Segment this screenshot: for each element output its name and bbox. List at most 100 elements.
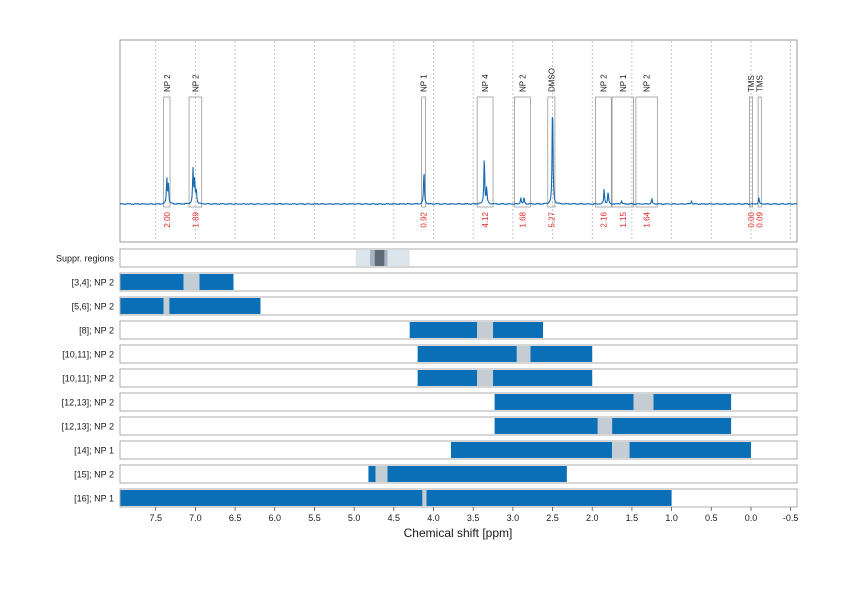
row-label: [10,11]; NP 2 — [62, 374, 114, 384]
x-tick-label: 3.5 — [467, 513, 480, 523]
x-tick-label: 2.5 — [546, 513, 559, 523]
row-label: [5,6]; NP 2 — [72, 302, 114, 312]
region-box — [749, 96, 753, 208]
region-box — [514, 96, 531, 208]
row-label: [16]; NP 1 — [74, 494, 114, 504]
row-bar — [417, 346, 517, 362]
integral-value: 0.92 — [420, 211, 429, 227]
x-tick-label: 4.5 — [388, 513, 401, 523]
row-bar — [493, 370, 593, 386]
integral-value: 2.16 — [599, 211, 608, 227]
integral-value: 2.00 — [163, 211, 172, 227]
x-tick-label: 0.5 — [705, 513, 718, 523]
row-frame — [119, 296, 798, 316]
row-label: [3,4]; NP 2 — [72, 278, 114, 288]
region-label: NP 1 — [619, 74, 628, 92]
x-tick-label: 0.0 — [745, 513, 758, 523]
row-label: [14]; NP 1 — [74, 446, 114, 456]
row-gap — [477, 322, 494, 338]
row-bar — [199, 274, 234, 290]
region-box — [476, 96, 494, 208]
row-label: [12,13]; NP 2 — [62, 398, 114, 408]
row-bar — [653, 394, 732, 410]
row-gap — [477, 370, 494, 386]
row-bar — [494, 394, 634, 410]
integral-value: 1.64 — [643, 211, 652, 227]
row-gap — [422, 490, 427, 506]
x-tick-label: 7.0 — [189, 513, 202, 523]
row-bar — [417, 370, 478, 386]
x-tick-label: 3.0 — [507, 513, 520, 523]
suppr-label: Suppr. regions — [56, 254, 115, 264]
region-label: DMSO — [547, 68, 556, 92]
spectrum — [119, 116, 798, 206]
row-label: [10,11]; NP 2 — [62, 350, 114, 360]
x-tick-label: 1.5 — [626, 513, 639, 523]
region-label: NP 2 — [518, 74, 527, 92]
region-label: NP 4 — [481, 74, 490, 92]
integral-value: 1.89 — [191, 211, 200, 227]
x-tick-label: 5.0 — [348, 513, 361, 523]
x-tick-label: 6.0 — [269, 513, 282, 523]
spectrum-line — [119, 116, 798, 206]
x-tick-label: 4.0 — [427, 513, 440, 523]
row-frame — [119, 272, 798, 292]
region-box — [757, 96, 762, 208]
row-bar — [120, 274, 184, 290]
suppr-row-frame — [119, 248, 798, 268]
row-gap — [633, 394, 654, 410]
region-label: NP 2 — [643, 74, 652, 92]
row-gap — [597, 418, 613, 434]
row-bar — [450, 442, 613, 458]
spectrum-panel — [119, 39, 798, 243]
region-box — [547, 96, 556, 208]
assignment-rows: [3,4]; NP 2 [5,6]; NP 2 [8]; NP 2 [10,11]; … — [62, 272, 798, 508]
integration-regions: NP 2 2.00 NP 2 1.89 NP 1 0.92 NP 4 4.12 NP 2 1.68… — [163, 68, 765, 228]
row-bar — [409, 322, 478, 338]
x-tick-label: 2.0 — [586, 513, 599, 523]
integral-value: 4.12 — [481, 211, 490, 227]
row-gap — [183, 274, 200, 290]
row-bar — [387, 466, 567, 482]
region-label: TMS — [756, 75, 765, 92]
region-box — [595, 96, 612, 208]
row-bar — [494, 418, 598, 434]
region-label: NP 1 — [420, 74, 429, 92]
region-label: NP 2 — [599, 74, 608, 92]
row-bar — [426, 490, 672, 506]
region-box — [163, 96, 171, 208]
region-label: TMS — [747, 75, 756, 92]
region-box — [188, 96, 203, 208]
integral-value: 0.00 — [747, 211, 756, 227]
row-bar — [530, 346, 593, 362]
integral-value: 0.09 — [756, 211, 765, 227]
x-axis-label: Chemical shift [ppm] — [404, 526, 513, 540]
row-label: [15]; NP 2 — [74, 470, 114, 480]
region-label: NP 2 — [163, 74, 172, 92]
row-bar — [169, 298, 261, 314]
row-bar — [493, 322, 544, 338]
x-tick-label: 1.0 — [665, 513, 678, 523]
row-bar — [368, 466, 376, 482]
row-bar — [120, 490, 423, 506]
x-tick-label: 7.5 — [149, 513, 162, 523]
row-label: [8]; NP 2 — [79, 326, 114, 336]
integral-value: 5.27 — [547, 211, 556, 227]
row-gap — [516, 346, 531, 362]
x-axis: 7.5 7.0 6.5 6.0 5.5 5.0 4.5 4.0 3.5 3.0 2.5 2.0 1.5 1… — [149, 507, 798, 523]
row-bar — [612, 418, 732, 434]
suppr-band — [374, 250, 385, 266]
row-gap — [163, 298, 170, 314]
x-tick-label: 6.5 — [229, 513, 242, 523]
suppressed-regions-row: Suppr. regions — [56, 248, 798, 268]
row-bar — [629, 442, 751, 458]
row-label: [12,13]; NP 2 — [62, 422, 114, 432]
region-box — [421, 96, 426, 208]
x-tick-label: -0.5 — [783, 513, 799, 523]
gridlines — [155, 41, 792, 241]
row-gap — [375, 466, 388, 482]
region-box — [635, 96, 658, 208]
region-label: NP 2 — [191, 74, 200, 92]
row-bar — [120, 298, 164, 314]
